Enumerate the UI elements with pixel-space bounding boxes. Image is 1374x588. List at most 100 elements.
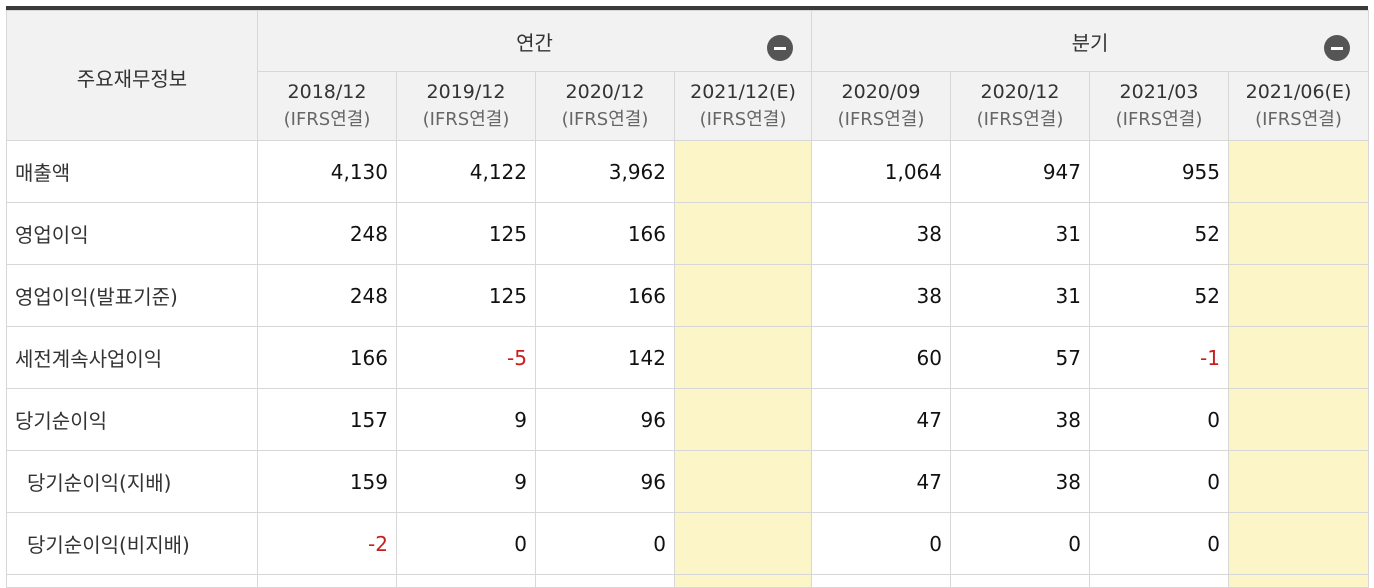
estimate-cell bbox=[1228, 512, 1369, 575]
column-header: 2021/03 (IFRS연결) bbox=[1089, 71, 1229, 141]
column-header: 2020/12 (IFRS연결) bbox=[535, 71, 675, 141]
column-period: 2020/09 bbox=[841, 81, 921, 103]
column-header: 2020/12 (IFRS연결) bbox=[950, 71, 1090, 141]
value-cell: 9 bbox=[396, 388, 536, 451]
value-cell: 9 bbox=[396, 450, 536, 513]
estimate-cell bbox=[1228, 450, 1369, 513]
table-top-border bbox=[6, 6, 1368, 10]
value-cell: 125 bbox=[396, 264, 536, 327]
estimate-cell bbox=[674, 512, 812, 575]
table-row: 세전계속사업이익 166 -5 142 60 57 -1 bbox=[6, 326, 1369, 389]
row-label: 세전계속사업이익 bbox=[6, 326, 258, 389]
value-cell: 52 bbox=[1089, 264, 1229, 327]
estimate-cell bbox=[674, 326, 812, 389]
column-header: 2021/12(E) (IFRS연결) bbox=[674, 71, 812, 141]
value-cell: -2 bbox=[257, 512, 397, 575]
value-cell: 248 bbox=[257, 264, 397, 327]
row-label: 영업이익 bbox=[6, 202, 258, 265]
table-row: 영업이익(발표기준) 248 125 166 38 31 52 bbox=[6, 264, 1369, 327]
partial-cell bbox=[950, 574, 1090, 588]
estimate-cell bbox=[674, 264, 812, 327]
corner-header: 주요재무정보 bbox=[6, 10, 258, 141]
column-basis: (IFRS연결) bbox=[1255, 109, 1342, 130]
value-cell: 52 bbox=[1089, 202, 1229, 265]
value-cell: 166 bbox=[535, 264, 675, 327]
financial-table-body: 매출액 4,130 4,122 3,962 1,064 947 955 영업이익 248 125 1… bbox=[6, 140, 1369, 588]
row-label: 매출액 bbox=[6, 140, 258, 203]
table-row-partial bbox=[6, 574, 1369, 588]
column-header: 2018/12 (IFRS연결) bbox=[257, 71, 397, 141]
table-row: 매출액 4,130 4,122 3,962 1,064 947 955 bbox=[6, 140, 1369, 203]
value-cell: 38 bbox=[950, 450, 1090, 513]
column-header: 2019/12 (IFRS연결) bbox=[396, 71, 536, 141]
table-row: 영업이익 248 125 166 38 31 52 bbox=[6, 202, 1369, 265]
table-row: 당기순이익 157 9 96 47 38 0 bbox=[6, 388, 1369, 451]
row-label: 당기순이익(비지배) bbox=[6, 512, 258, 575]
value-cell: 96 bbox=[535, 450, 675, 513]
value-cell: 3,962 bbox=[535, 140, 675, 203]
value-cell: 60 bbox=[811, 326, 951, 389]
value-cell: 248 bbox=[257, 202, 397, 265]
partial-cell bbox=[535, 574, 675, 588]
estimate-cell bbox=[1228, 202, 1369, 265]
estimate-cell bbox=[1228, 326, 1369, 389]
value-cell: 38 bbox=[950, 388, 1090, 451]
value-cell: 47 bbox=[811, 388, 951, 451]
partial-cell bbox=[6, 574, 258, 588]
estimate-cell bbox=[1228, 388, 1369, 451]
value-cell: 57 bbox=[950, 326, 1090, 389]
minus-circle-icon[interactable] bbox=[1324, 35, 1350, 61]
value-cell: 159 bbox=[257, 450, 397, 513]
value-cell: 157 bbox=[257, 388, 397, 451]
partial-cell bbox=[674, 574, 812, 588]
value-cell: -5 bbox=[396, 326, 536, 389]
annual-group-header: 연간 bbox=[257, 10, 812, 72]
column-period: 2021/06(E) bbox=[1245, 81, 1352, 103]
table-row: 당기순이익(지배) 159 9 96 47 38 0 bbox=[6, 450, 1369, 513]
column-basis: (IFRS연결) bbox=[561, 109, 649, 130]
estimate-cell bbox=[674, 202, 812, 265]
column-basis: (IFRS연결) bbox=[699, 109, 787, 130]
row-label: 당기순이익 bbox=[6, 388, 258, 451]
estimate-cell bbox=[674, 140, 812, 203]
minus-circle-icon[interactable] bbox=[767, 35, 793, 61]
value-cell: 31 bbox=[950, 264, 1090, 327]
column-basis: (IFRS연결) bbox=[283, 109, 371, 130]
value-cell: 955 bbox=[1089, 140, 1229, 203]
value-cell: 0 bbox=[950, 512, 1090, 575]
value-cell: 31 bbox=[950, 202, 1090, 265]
partial-cell bbox=[396, 574, 536, 588]
value-cell: 142 bbox=[535, 326, 675, 389]
column-period: 2021/12(E) bbox=[690, 81, 796, 103]
estimate-cell bbox=[1228, 264, 1369, 327]
column-period: 2020/12 bbox=[980, 81, 1060, 103]
value-cell: 947 bbox=[950, 140, 1090, 203]
column-header: 2021/06(E) (IFRS연결) bbox=[1228, 71, 1369, 141]
column-basis: (IFRS연결) bbox=[837, 109, 925, 130]
column-basis: (IFRS연결) bbox=[422, 109, 510, 130]
quarter-group-header: 분기 bbox=[811, 10, 1369, 72]
value-cell: 125 bbox=[396, 202, 536, 265]
partial-cell bbox=[811, 574, 951, 588]
partial-cell bbox=[1228, 574, 1369, 588]
row-label: 당기순이익(지배) bbox=[6, 450, 258, 513]
value-cell: 0 bbox=[396, 512, 536, 575]
annual-group-label: 연간 bbox=[516, 30, 553, 55]
value-cell: 38 bbox=[811, 264, 951, 327]
row-label: 영업이익(발표기준) bbox=[6, 264, 258, 327]
estimate-cell bbox=[674, 388, 812, 451]
value-cell: 0 bbox=[1089, 450, 1229, 513]
financial-table: 주요재무정보 연간 분기 2018/12 (IFRS연결) 2019/12 (IFR… bbox=[6, 10, 1369, 588]
partial-cell bbox=[1089, 574, 1229, 588]
partial-cell bbox=[257, 574, 397, 588]
value-cell: 166 bbox=[535, 202, 675, 265]
value-cell: 0 bbox=[1089, 388, 1229, 451]
column-basis: (IFRS연결) bbox=[976, 109, 1064, 130]
column-period: 2018/12 bbox=[287, 81, 367, 103]
estimate-cell bbox=[1228, 140, 1369, 203]
column-period: 2019/12 bbox=[426, 81, 506, 103]
estimate-cell bbox=[674, 450, 812, 513]
value-cell: 4,130 bbox=[257, 140, 397, 203]
column-period: 2020/12 bbox=[565, 81, 645, 103]
